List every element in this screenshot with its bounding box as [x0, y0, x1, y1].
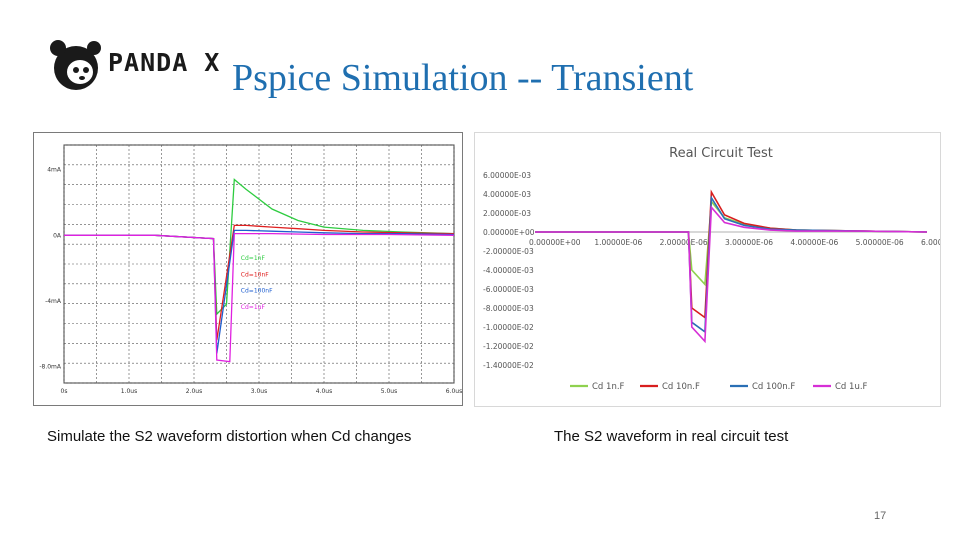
- y-tick-label: -4mA: [45, 298, 62, 305]
- panda-icon: [50, 40, 101, 90]
- y-tick-label: 4.00000E-03: [483, 190, 531, 199]
- caption-real-test: The S2 waveform in real circuit test: [554, 428, 789, 445]
- page-number: 17: [874, 510, 887, 522]
- x-tick-label: 3.00000E-06: [725, 238, 773, 247]
- annotation-label: Cd=100nF: [241, 288, 273, 295]
- annotation-label: Cd=1nF: [241, 255, 266, 262]
- caption-simulation: Simulate the S2 waveform distortion when…: [47, 428, 412, 445]
- x-tick-label: 0.00000E+00: [529, 238, 581, 247]
- x-tick-label: 0s: [61, 388, 68, 395]
- y-tick-label: 0.00000E+00: [483, 228, 535, 237]
- pspice-plot-svg: 0s 1.0us 2.0us 3.0us 4.0us 5.0us 6.0us 4mA 0A -4m…: [39, 144, 462, 395]
- y-tick-label: -2.00000E-03: [483, 247, 534, 256]
- y-tick-label: 4mA: [47, 167, 62, 174]
- x-tick-label: 4.00000E-06: [790, 238, 838, 247]
- legend-label: Cd 1u.F: [835, 382, 868, 392]
- x-tick-label: 2.00000E-06: [660, 238, 708, 247]
- x-tick-label: 5.0us: [381, 388, 397, 395]
- y-tick-label: -1.40000E-02: [483, 361, 534, 370]
- x-tick-label: 1.00000E-06: [594, 238, 642, 247]
- y-tick-label: 2.00000E-03: [483, 209, 531, 218]
- y-tick-label: -8.0mA: [39, 364, 62, 371]
- series-line-cd1uf: [535, 205, 928, 344]
- x-tick-label: 6.00000E-06: [921, 238, 940, 247]
- y-tick-label: 6.00000E-03: [483, 171, 531, 180]
- x-tick-label: 2.0us: [186, 388, 202, 395]
- slide-title: Pspice Simulation -- Transient: [232, 57, 694, 99]
- legend-label: Cd 10n.F: [662, 382, 700, 392]
- y-tick-label: -4.00000E-03: [483, 266, 534, 275]
- y-tick-label: -1.00000E-02: [483, 323, 534, 332]
- logo-text: PANDA X: [108, 48, 221, 77]
- annotation-label: Cd=10nF: [241, 271, 269, 278]
- annotation-label: Cd=1uF: [241, 304, 266, 311]
- y-tick-label: 0A: [53, 232, 62, 239]
- real-circuit-plot-svg: Real Circuit Test 6.00000E-03 4.00000E-03 2…: [483, 146, 960, 392]
- x-tick-label: 5.00000E-06: [856, 238, 904, 247]
- y-tick-label: -6.00000E-03: [483, 285, 534, 294]
- x-tick-label: 1.0us: [121, 388, 137, 395]
- pspice-chart: 0s 1.0us 2.0us 3.0us 4.0us 5.0us 6.0us 4mA 0A -4m…: [33, 132, 463, 406]
- real-circuit-chart: Real Circuit Test 6.00000E-03 4.00000E-03 2…: [474, 132, 960, 407]
- x-tick-label: 6.0us: [446, 388, 462, 395]
- x-tick-label: 3.0us: [251, 388, 267, 395]
- series-line-cd10nf: [535, 189, 928, 320]
- legend-label: Cd 1n.F: [592, 382, 625, 392]
- y-tick-label: -1.20000E-02: [483, 342, 534, 351]
- y-tick-label: -8.00000E-03: [483, 304, 534, 313]
- series-line-cd1uf: [64, 232, 455, 363]
- legend-label: Cd 100n.F: [752, 382, 795, 392]
- chart-title: Real Circuit Test: [669, 146, 773, 161]
- pandax-logo: PANDA X: [46, 36, 226, 94]
- plot-area: [63, 144, 455, 384]
- x-tick-label: 4.0us: [316, 388, 332, 395]
